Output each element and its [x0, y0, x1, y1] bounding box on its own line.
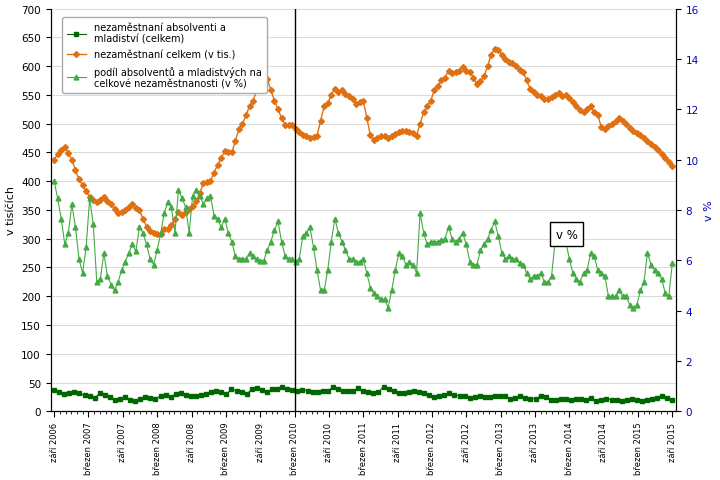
podíl absolventů a mladistvých na
celkové nezaměstnanosti (v %): [266, 239, 275, 245]
nezaměstnaní absolventi a
mladiství (celkem): [668, 397, 677, 403]
podíl absolventů a mladistvých na
celkové nezaměstnanosti (v %): [50, 179, 58, 185]
podíl absolventů a mladistvých na
celkové nezaměstnanosti (v %): [512, 256, 521, 262]
podíl absolventů a mladistvých na
celkové nezaměstnanosti (v %): [99, 251, 108, 256]
nezaměstnaní absolventi a
mladiství (celkem): [562, 396, 570, 402]
Legend: nezaměstnaní absolventi a
mladiství (celkem), nezaměstnaní celkem (v tis.), podí: nezaměstnaní absolventi a mladiství (cel…: [62, 18, 266, 94]
nezaměstnaní celkem (v tis.): [516, 68, 524, 73]
nezaměstnaní absolventi a
mladiství (celkem): [323, 388, 332, 394]
podíl absolventů a mladistvých na
celkové nezaměstnanosti (v %): [576, 279, 585, 285]
nezaměstnaní absolventi a
mladiství (celkem): [50, 387, 58, 393]
nezaměstnaní celkem (v tis.): [50, 157, 58, 163]
Text: v %: v %: [556, 228, 577, 241]
nezaměstnaní celkem (v tis.): [490, 47, 499, 53]
Line: podíl absolventů a mladistvých na
celkové nezaměstnanosti (v %): podíl absolventů a mladistvých na celkov…: [52, 180, 675, 311]
nezaměstnaní celkem (v tis.): [231, 139, 240, 144]
nezaměstnaní celkem (v tis.): [459, 65, 467, 71]
podíl absolventů a mladistvých na
celkové nezaměstnanosti (v %): [668, 261, 677, 266]
nezaměstnaní absolventi a
mladiství (celkem): [131, 398, 140, 404]
Line: nezaměstnaní absolventi a
mladiství (celkem): nezaměstnaní absolventi a mladiství (cel…: [53, 385, 674, 403]
nezaměstnaní absolventi a
mladiství (celkem): [111, 397, 120, 403]
nezaměstnaní celkem (v tis.): [579, 110, 588, 116]
nezaměstnaní absolventi a
mladiství (celkem): [121, 394, 130, 400]
nezaměstnaní absolventi a
mladiství (celkem): [379, 384, 388, 390]
nezaměstnaní celkem (v tis.): [270, 98, 279, 104]
nezaměstnaní absolventi a
mladiství (celkem): [233, 388, 241, 394]
podíl absolventů a mladistvých na
celkové nezaměstnanosti (v %): [459, 230, 467, 236]
podíl absolventů a mladistvých na
celkové nezaměstnanosti (v %): [228, 239, 236, 245]
nezaměstnaní celkem (v tis.): [99, 195, 108, 201]
Line: nezaměstnaní celkem (v tis.): nezaměstnaní celkem (v tis.): [52, 48, 675, 237]
podíl absolventů a mladistvých na
celkové nezaměstnanosti (v %): [384, 305, 392, 311]
nezaměstnaní absolventi a
mladiství (celkem): [85, 394, 94, 399]
nezaměstnaní celkem (v tis.): [153, 232, 161, 238]
Y-axis label: v tisíčích: v tisíčích: [6, 186, 16, 235]
Y-axis label: v %: v %: [704, 200, 714, 221]
nezaměstnaní celkem (v tis.): [668, 164, 677, 170]
